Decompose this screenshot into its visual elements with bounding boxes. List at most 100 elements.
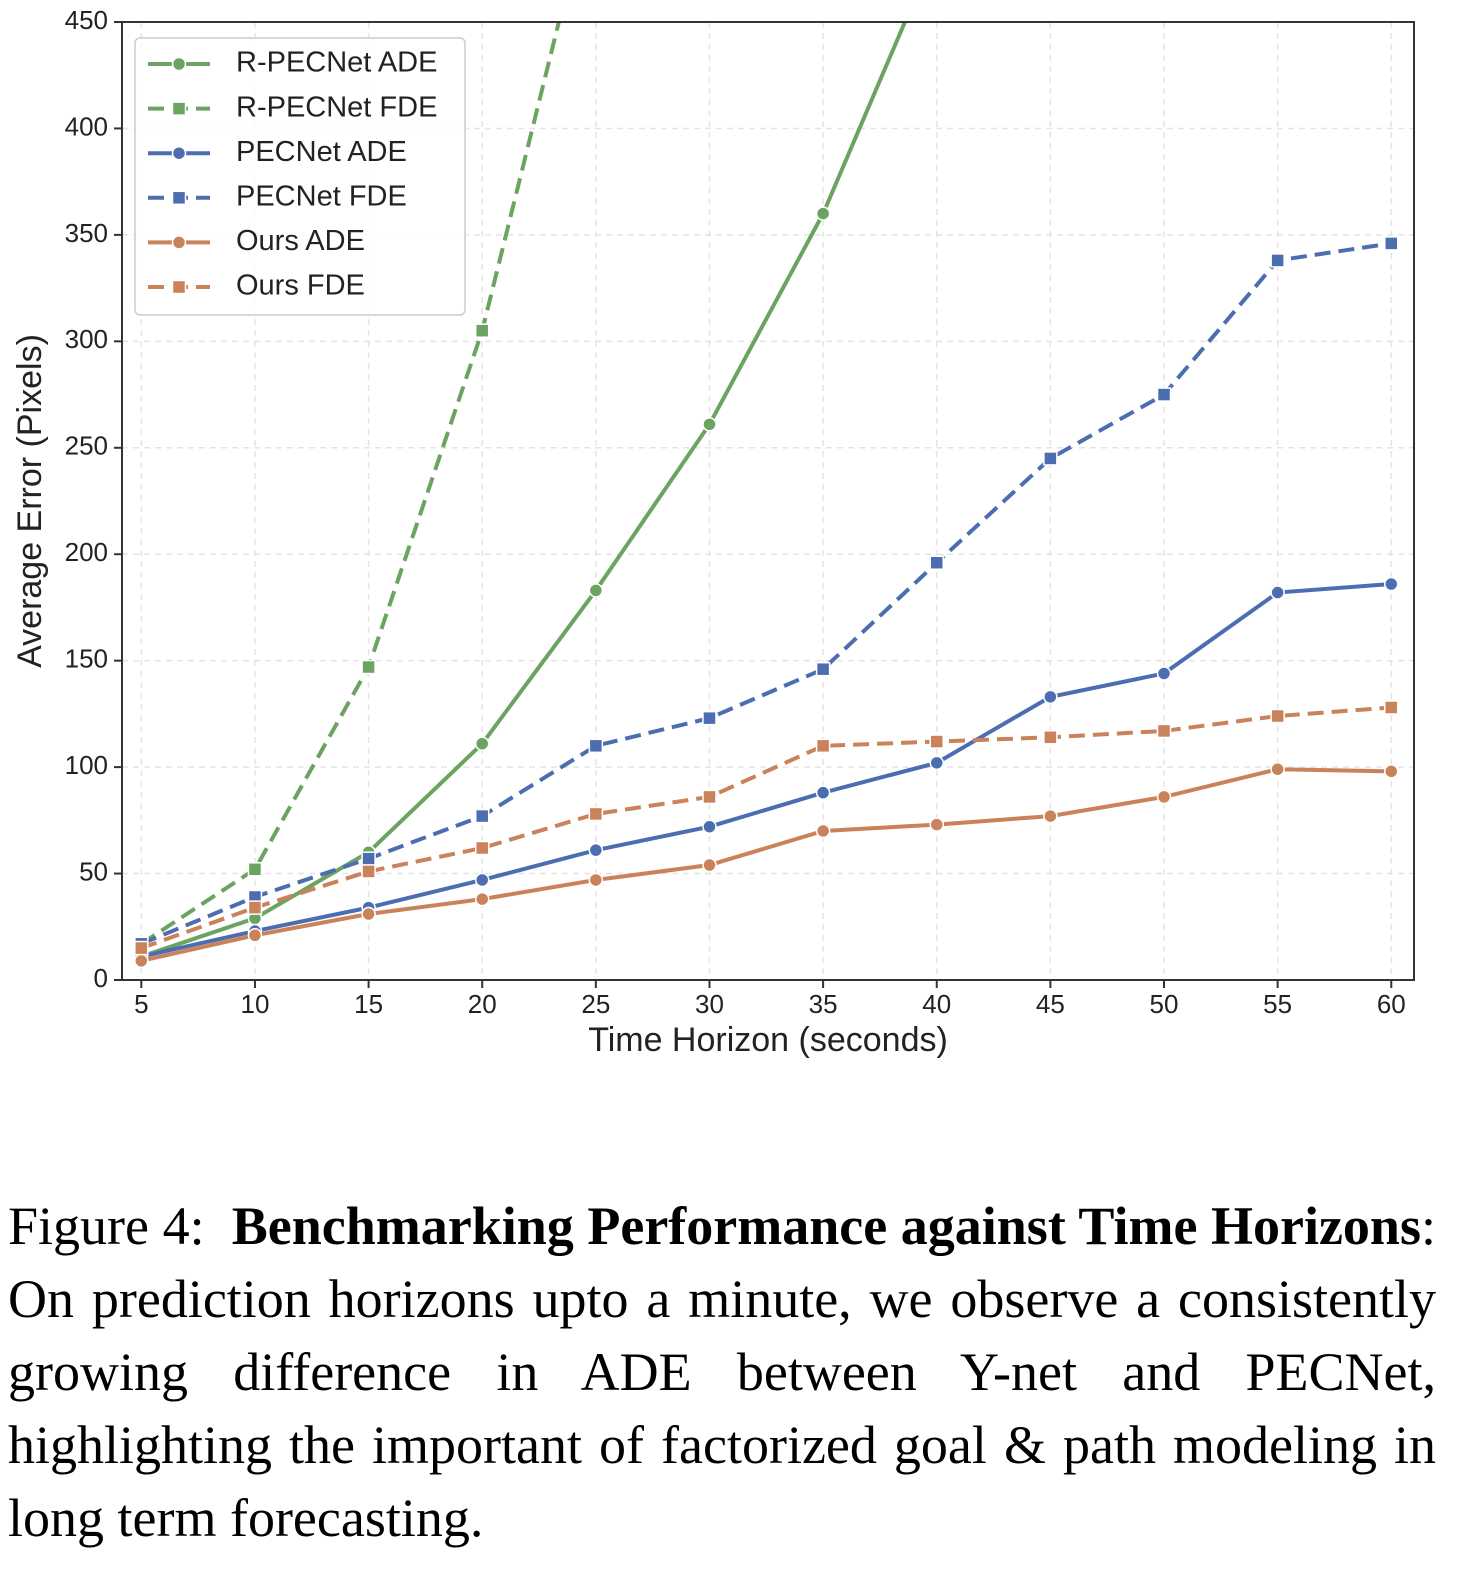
marker (929, 734, 944, 749)
legend-label: PECNet FDE (236, 180, 407, 212)
y-tick-label: 100 (65, 750, 108, 780)
marker (588, 872, 604, 888)
marker (702, 819, 717, 834)
x-axis-label: Time Horizon (seconds) (588, 1021, 948, 1059)
caption-label: Figure 4: (8, 1196, 205, 1256)
line (140, 705, 1392, 950)
marker (1156, 666, 1172, 681)
marker (1384, 764, 1399, 779)
marker (1270, 708, 1285, 724)
marker (1270, 761, 1285, 777)
marker (815, 785, 831, 800)
marker (702, 857, 717, 873)
marker (588, 842, 604, 858)
marker (474, 323, 490, 338)
marker (1384, 236, 1399, 251)
marker (361, 906, 376, 922)
legend-marker (171, 190, 187, 206)
marker (1043, 689, 1058, 705)
y-tick-label: 50 (79, 856, 108, 886)
marker (929, 555, 944, 570)
marker (588, 738, 604, 754)
chart: Time Horizon (seconds) Average Error (Pi… (11, 5, 1415, 1059)
marker (702, 789, 717, 805)
x-tick-label: 55 (1263, 989, 1292, 1019)
line (140, 22, 908, 959)
legend-marker (171, 279, 187, 295)
legend-marker (171, 145, 187, 161)
caption-text: : On prediction horizons upto a minute, … (8, 1196, 1436, 1548)
legend-label: PECNet ADE (236, 136, 407, 168)
plot-frame (121, 21, 1415, 981)
marker (1384, 576, 1399, 592)
marker (588, 583, 604, 598)
marker (1156, 789, 1172, 805)
marker (1270, 585, 1285, 600)
marker (815, 823, 831, 839)
marker (474, 840, 490, 856)
marker (1043, 451, 1058, 466)
marker (247, 862, 263, 877)
x-tick-label: 25 (581, 989, 610, 1019)
y-tick-label: 150 (65, 644, 108, 674)
y-tick-label: 200 (65, 537, 108, 567)
legend-label: R-PECNet FDE (236, 91, 437, 123)
marker (247, 900, 263, 915)
marker (474, 736, 490, 751)
marker (1156, 387, 1172, 402)
marker (1156, 723, 1172, 739)
marker (1043, 730, 1058, 745)
marker (134, 953, 149, 969)
legend-frame (134, 37, 466, 316)
caption-title: Benchmarking Performance against Time Ho… (231, 1196, 1421, 1256)
marker (702, 710, 717, 726)
y-axis-label: Average Error (Pixels) (11, 334, 49, 668)
x-tick-label: 20 (468, 989, 497, 1019)
y-tick-label: 450 (65, 5, 108, 35)
y-tick-label: 0 (94, 963, 108, 993)
marker (474, 891, 490, 907)
y-tick-label: 400 (65, 111, 108, 141)
line (140, 582, 1392, 959)
legend-marker (171, 235, 187, 250)
marker (815, 661, 831, 677)
line (140, 241, 1392, 946)
marker (815, 738, 831, 754)
marker (361, 851, 376, 866)
x-tick-label: 10 (240, 989, 269, 1019)
marker (929, 755, 944, 771)
line (140, 767, 1392, 963)
y-tick-label: 250 (65, 431, 108, 461)
legend: R-PECNet ADE R-PECNet FDE PECNet ADE PECNet… (134, 37, 466, 316)
marker (474, 872, 490, 888)
x-tick-label: 15 (354, 989, 383, 1019)
marker (134, 940, 149, 956)
caption: Figure 4: Benchmarking Performance again… (8, 1190, 1436, 1555)
marker (815, 206, 831, 221)
marker (929, 817, 944, 832)
marker (702, 417, 717, 432)
legend-label: Ours ADE (236, 225, 365, 257)
legend-label: Ours FDE (236, 270, 365, 302)
x-tick-label: 45 (1036, 989, 1065, 1019)
legend-marker (171, 101, 187, 116)
y-tick-label: 300 (65, 324, 108, 354)
plot-area (134, 22, 1399, 969)
x-tick-label: 30 (695, 989, 724, 1019)
marker (1043, 808, 1058, 824)
marker (361, 864, 376, 879)
legend-label: R-PECNet ADE (236, 47, 437, 79)
marker (1384, 700, 1399, 715)
marker (474, 808, 490, 824)
marker (361, 659, 376, 675)
x-tick-label: 35 (809, 989, 838, 1019)
y-tick-label: 350 (65, 218, 108, 248)
x-tick-label: 60 (1377, 989, 1406, 1019)
legend-marker (171, 56, 187, 72)
x-tick-label: 40 (922, 989, 951, 1019)
marker (1270, 253, 1285, 268)
x-tick-label: 50 (1150, 989, 1179, 1019)
marker (247, 928, 263, 943)
x-tick-label: 5 (134, 989, 148, 1019)
